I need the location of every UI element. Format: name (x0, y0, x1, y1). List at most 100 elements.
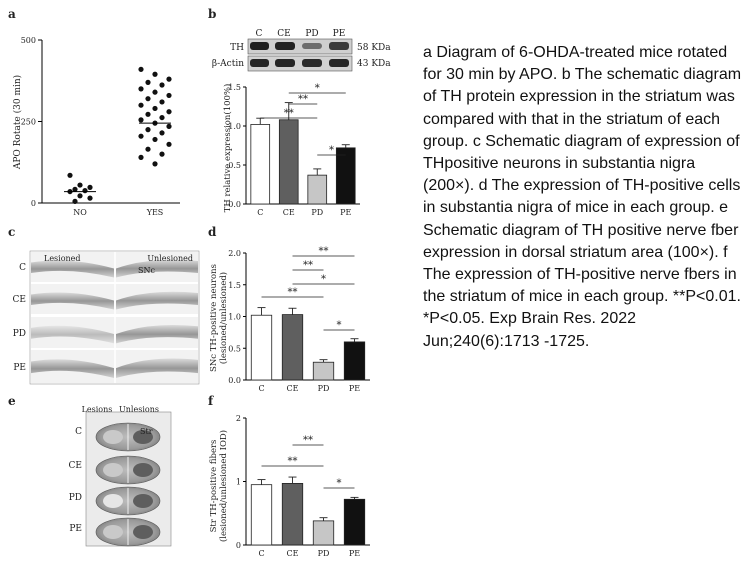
x-tick-label: CE (287, 549, 299, 558)
panel-e-row-pd: PD (69, 493, 82, 503)
panel-a-ylabel: APO Rotate (30 min) (12, 75, 23, 170)
scatter-point (166, 76, 172, 82)
panel-c-lesioned: Lesioned (44, 254, 81, 263)
panel-a-ytick-500: 500 (21, 36, 36, 45)
panel-b-chart: 0.00.51.01.5C CE PD PE****** (228, 83, 360, 217)
x-tick-label: C (257, 208, 263, 217)
blot-band (275, 42, 295, 50)
x-tick-label: PD (311, 208, 323, 217)
bar (343, 498, 366, 546)
scatter-point (166, 92, 172, 99)
panel-e-lesions: Lesions (82, 405, 113, 414)
scatter-point (145, 96, 151, 102)
scatter-point (77, 193, 83, 199)
bar (307, 174, 328, 205)
scatter-point (166, 141, 172, 147)
panel-letter-c: c (8, 225, 15, 239)
scatter-point (159, 130, 165, 136)
significance-label: ** (284, 108, 294, 119)
y-tick-label: 2 (236, 414, 241, 423)
panel-a-ytick-0: 0 (31, 199, 36, 208)
blot-col-pd: PD (305, 29, 318, 39)
blot-band (329, 42, 349, 50)
panel-letter-d: d (208, 225, 217, 239)
panel-letter-e: e (8, 394, 16, 408)
y-tick-label: 0.0 (228, 376, 241, 385)
tissue-band (31, 325, 114, 344)
scatter-point (138, 117, 144, 123)
tissue-band (31, 292, 114, 310)
x-tick-label: C (258, 384, 264, 393)
blot-actin-strip (247, 55, 353, 72)
scatter-point (159, 99, 165, 105)
panel-b-ylabel: TH relative expression(100%) (222, 84, 233, 213)
panel-d-chart: 0.00.51.01.52.0C CE PD PE******** (228, 246, 370, 393)
panel-letter-b: b (208, 7, 216, 21)
panel-e-row-pe: PE (69, 524, 82, 534)
x-tick-label: CE (287, 384, 299, 393)
tissue-band (31, 260, 114, 278)
bar (250, 484, 273, 546)
panel-c-row-c: C (19, 263, 26, 273)
panel-a-xtick-no: NO (73, 208, 87, 217)
blot-row-actin: β-Actin (212, 59, 244, 69)
scatter-point (72, 198, 78, 204)
blot-th-strip (247, 38, 353, 55)
panel-c-row-pe: PE (13, 363, 26, 373)
tissue-band (116, 259, 198, 278)
significance-label: * (315, 83, 320, 94)
scatter-point (159, 114, 165, 121)
x-tick-label: PD (318, 384, 330, 393)
y-tick-label: 0.5 (228, 344, 241, 353)
scatter-point (72, 186, 78, 192)
bar (281, 483, 304, 546)
scatter-point (77, 182, 83, 188)
x-tick-label: PE (349, 384, 360, 393)
bar (312, 361, 335, 381)
striatum-left (103, 525, 123, 539)
panel-f: f Str TH-positive fibers (lesioned/unles… (208, 394, 370, 558)
scatter-point (138, 102, 144, 108)
tissue-band (116, 358, 198, 379)
bar (343, 341, 366, 381)
significance-label: ** (288, 456, 298, 467)
blot-col-ce: CE (277, 29, 290, 39)
significance-label: * (337, 478, 342, 489)
blot-row-th: TH (230, 43, 244, 53)
panel-c-snc: SNc (138, 266, 155, 275)
x-tick-label: PE (340, 208, 351, 217)
y-tick-label: 1.5 (228, 83, 241, 92)
panel-c-row-ce: CE (13, 295, 26, 305)
scatter-point (87, 195, 93, 201)
y-tick-label: 1.0 (228, 313, 241, 322)
panel-letter-f: f (208, 394, 214, 408)
tissue-band (116, 325, 198, 344)
panel-f-ylabel-1: Str TH-positive fibers (209, 440, 219, 533)
x-tick-label: C (258, 549, 264, 558)
x-tick-label: PE (349, 549, 360, 558)
blot-col-c: C (256, 29, 263, 39)
blot-band (250, 42, 269, 50)
panel-a-ytick-250: 250 (21, 118, 36, 127)
scatter-point (159, 82, 165, 88)
panel-e-unlesions: Unlesions (119, 405, 159, 414)
tissue-band (116, 291, 198, 310)
striatum-left (103, 494, 123, 508)
bar (281, 314, 304, 381)
significance-label: ** (288, 287, 298, 298)
y-tick-label: 1 (236, 478, 241, 487)
scatter-point (152, 105, 158, 112)
bar (250, 314, 273, 381)
scatter-point (166, 109, 172, 115)
scatter-point (152, 89, 158, 95)
panel-e-row-c: C (75, 427, 82, 437)
panel-a-scatter (64, 66, 172, 204)
striatum-right (133, 463, 153, 477)
scatter-point (145, 79, 151, 85)
panel-e-str: Str (140, 427, 153, 436)
figure-caption: a Diagram of 6-OHDA-treated mice rotated… (423, 44, 742, 350)
panel-c: c Lesioned Unlesioned SNc C CE PD PE (8, 225, 200, 385)
significance-label: ** (303, 435, 313, 446)
scatter-point (138, 66, 144, 72)
